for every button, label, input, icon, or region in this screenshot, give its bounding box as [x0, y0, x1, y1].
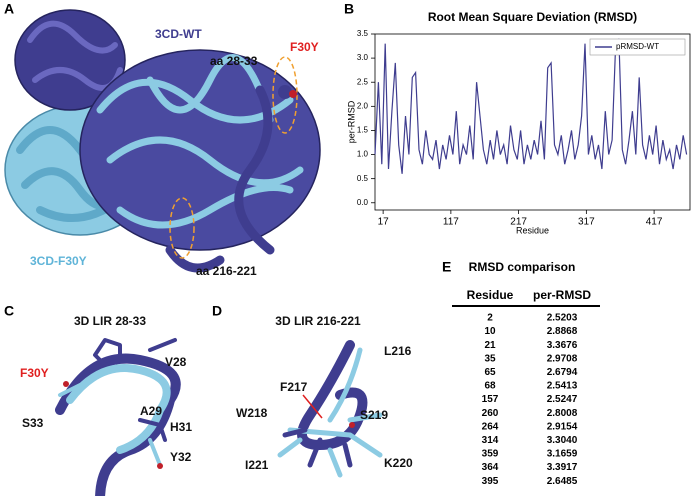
table-cell: 359	[482, 449, 499, 460]
panel-letter: E	[442, 259, 451, 275]
residue-label: F217	[280, 380, 308, 394]
protein-structure-d	[277, 340, 383, 478]
plot-frame	[374, 33, 691, 211]
residue-label: Y32	[170, 450, 192, 464]
y-tick-label: 3.5	[357, 29, 369, 38]
table-cell: 35	[484, 353, 496, 364]
table-cell: 157	[482, 394, 499, 405]
residue-label: V28	[165, 355, 187, 369]
table-cell: 2.6485	[547, 476, 578, 487]
table-cell: 2.5413	[547, 381, 578, 392]
residue-label: H31	[170, 420, 192, 434]
table-cell: 2.9708	[547, 353, 578, 364]
panel-letter: B	[344, 1, 354, 17]
y-tick-label: 0.0	[357, 198, 369, 207]
residue-label: I221	[245, 458, 269, 472]
x-tick-label: 117	[443, 217, 459, 228]
x-tick-label: 317	[578, 217, 595, 228]
table-cell: 364	[482, 462, 499, 473]
y-tick-label: 1.0	[357, 150, 369, 159]
structure-label: aa 216-221	[196, 264, 257, 278]
table-cell: 3.3040	[547, 435, 578, 446]
y-axis-label: per-RMSD	[346, 100, 356, 143]
x-tick-label: 17	[378, 217, 390, 228]
table-cell: 2.6794	[547, 367, 578, 378]
table-header: per-RMSD	[533, 288, 591, 302]
table-header: Residue	[467, 288, 514, 302]
table-cell: 3.3676	[547, 340, 578, 351]
table-cell: 264	[482, 421, 499, 432]
legend-box	[589, 38, 686, 56]
x-tick-label: 217	[510, 217, 527, 228]
legend-label: pRMSD-WT	[616, 42, 659, 51]
x-tick-label: 417	[646, 217, 663, 228]
table-cell: 65	[484, 367, 496, 378]
chart-title: Root Mean Square Deviation (RMSD)	[428, 10, 637, 24]
table-cell: 68	[484, 381, 496, 392]
table-cell: 2.9154	[547, 421, 578, 432]
y-tick-label: 3.0	[357, 53, 369, 62]
panel-letter: D	[212, 303, 222, 319]
residue-label: L216	[384, 344, 412, 358]
table-cell: 3.1659	[547, 449, 578, 460]
y-tick-label: 1.5	[357, 126, 369, 135]
table-cell: 2.5247	[547, 394, 578, 405]
panel-letter: C	[4, 303, 14, 319]
table-cell: 3.3917	[547, 462, 578, 473]
residue-label: A29	[140, 404, 162, 418]
protein-structure-c	[55, 338, 181, 496]
table-cell: 2	[487, 313, 493, 324]
table-cell: 10	[484, 326, 496, 337]
table-cell: 2.8868	[547, 326, 578, 337]
y-tick-label: 2.0	[357, 101, 369, 110]
residue-label: K220	[384, 456, 413, 470]
panel-title: 3D LIR 216-221	[275, 314, 361, 328]
y-tick-label: 0.5	[357, 174, 369, 183]
residue-label: W218	[236, 406, 268, 420]
residue-label: F30Y	[20, 366, 49, 380]
table-cell: 260	[482, 408, 499, 419]
structure-label: aa 28-33	[210, 54, 258, 68]
table-cell: 314	[482, 435, 499, 446]
table-title: RMSD comparison	[469, 260, 576, 274]
y-tick-label: 2.5	[357, 77, 369, 86]
line-series	[374, 38, 688, 174]
panel-letter: A	[4, 1, 14, 17]
table-cell: 21	[484, 340, 496, 351]
protein-structure-a	[4, 9, 321, 273]
structure-label: F30Y	[290, 40, 319, 54]
panel-title: 3D LIR 28-33	[74, 314, 146, 328]
residue-label: S219	[360, 408, 388, 422]
x-axis-label: Residue	[516, 225, 549, 235]
residue-label: S33	[22, 416, 44, 430]
structure-label: 3CD-WT	[155, 27, 202, 41]
table-cell: 395	[482, 476, 499, 487]
table-cell: 2.8008	[547, 408, 578, 419]
table-cell: 2.5203	[547, 313, 578, 324]
structure-label: 3CD-F30Y	[30, 254, 87, 268]
